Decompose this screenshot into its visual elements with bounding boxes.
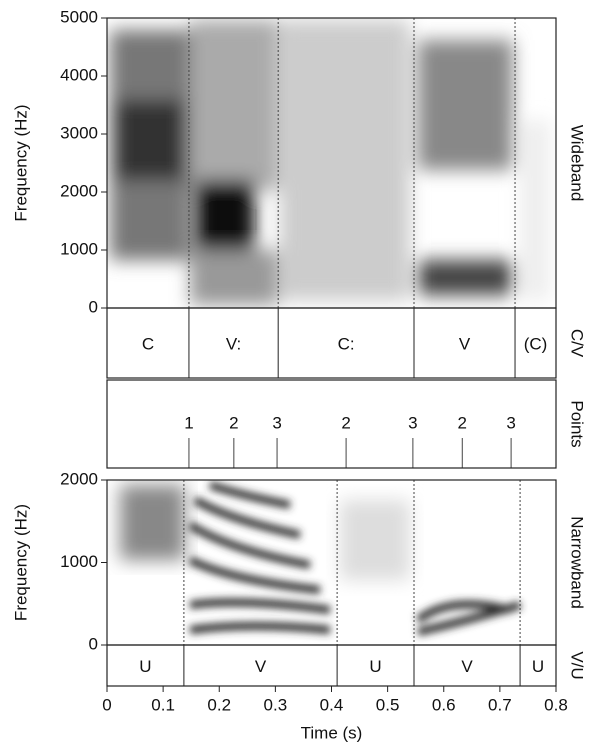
y-tick-label: 5000 — [60, 7, 98, 26]
y-tick-label: 4000 — [60, 65, 98, 84]
x-axis-label: Time (s) — [301, 723, 363, 742]
tier-label: C — [142, 334, 154, 353]
tier-label: (C) — [524, 334, 548, 353]
harmonic — [417, 601, 522, 636]
energy — [280, 20, 410, 300]
tier-label: V: — [226, 334, 241, 353]
y-tick-label: 0 — [89, 634, 98, 653]
point-label: 2 — [229, 413, 238, 432]
side-label: C/V — [568, 329, 587, 358]
harmonic — [187, 521, 311, 569]
x-tick-label: 0.5 — [376, 695, 400, 714]
side-label: Wideband — [568, 125, 587, 202]
x-tick-label: 0 — [102, 695, 111, 714]
x-tick-label: 0.4 — [320, 695, 344, 714]
tier-label: V — [461, 657, 473, 676]
x-tick-label: 0.2 — [207, 695, 231, 714]
harmonic — [193, 496, 301, 539]
tier-label: V — [459, 334, 471, 353]
x-tick-label: 0.8 — [544, 695, 568, 714]
panel-frame — [106, 644, 557, 687]
y-tick-label: 2000 — [60, 469, 98, 488]
y-tick-label: 1000 — [60, 552, 98, 571]
tier-label: U — [369, 657, 381, 676]
y-tick-label: 1000 — [60, 239, 98, 258]
x-tick-label: 0.7 — [488, 695, 512, 714]
energy — [520, 120, 550, 300]
y-axis-label: Frequency (Hz) — [11, 104, 30, 221]
energy — [340, 500, 410, 580]
y-axis-label: Frequency (Hz) — [11, 504, 30, 621]
x-tick-label: 0.3 — [264, 695, 288, 714]
point-label: 3 — [272, 413, 281, 432]
energy — [120, 485, 185, 560]
point-label: 3 — [506, 413, 515, 432]
point-label: 2 — [341, 413, 350, 432]
harmonic — [208, 481, 291, 509]
energy — [190, 20, 278, 190]
tier-label: V — [255, 657, 267, 676]
y-tick-label: 0 — [89, 297, 98, 316]
y-tick-label: 3000 — [60, 123, 98, 142]
harmonic — [189, 622, 331, 634]
energy — [418, 260, 513, 295]
panel-frame — [106, 379, 557, 469]
energy — [418, 40, 513, 170]
side-label: V/U — [568, 651, 587, 679]
point-label: 2 — [458, 413, 467, 432]
tier-label: U — [532, 657, 544, 676]
x-tick-label: 0.6 — [432, 695, 456, 714]
point-label: 3 — [408, 413, 417, 432]
x-tick-label: 0.1 — [151, 695, 175, 714]
side-label: Points — [568, 400, 587, 447]
harmonic — [189, 598, 331, 614]
tier-label: U — [139, 657, 151, 676]
point-label: 1 — [184, 413, 193, 432]
panel-frame — [106, 307, 557, 379]
side-label: Narrowband — [568, 516, 587, 609]
energy — [115, 100, 185, 180]
energy — [195, 180, 255, 260]
harmonic — [188, 556, 321, 594]
y-tick-label: 2000 — [60, 181, 98, 200]
energy — [190, 250, 278, 305]
narrowband-texture — [120, 481, 522, 636]
tier-label: C: — [338, 334, 355, 353]
wideband-texture — [110, 20, 550, 305]
harmonics — [187, 481, 522, 636]
